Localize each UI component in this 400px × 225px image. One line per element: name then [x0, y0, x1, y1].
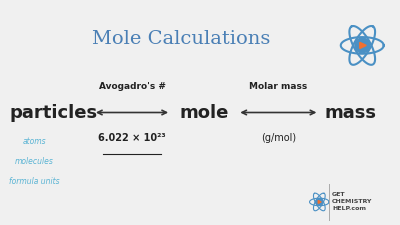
Text: Mole Calculations: Mole Calculations	[92, 30, 270, 48]
Text: atoms: atoms	[23, 137, 46, 146]
Text: mass: mass	[324, 104, 376, 122]
Text: GET
CHEMISTRY
HELP.com: GET CHEMISTRY HELP.com	[332, 192, 373, 212]
Text: mole: mole	[180, 104, 229, 122]
Text: Molar mass: Molar mass	[249, 82, 308, 91]
Text: particles: particles	[10, 104, 98, 122]
Text: 6.022 × 10²³: 6.022 × 10²³	[98, 133, 166, 143]
Polygon shape	[318, 200, 321, 203]
Text: (g/mol): (g/mol)	[261, 133, 296, 143]
Polygon shape	[355, 38, 370, 53]
Text: molecules: molecules	[15, 157, 54, 166]
Text: Avogadro's #: Avogadro's #	[98, 82, 166, 91]
Text: formula units: formula units	[9, 177, 60, 186]
Polygon shape	[360, 42, 366, 48]
Polygon shape	[316, 199, 323, 205]
